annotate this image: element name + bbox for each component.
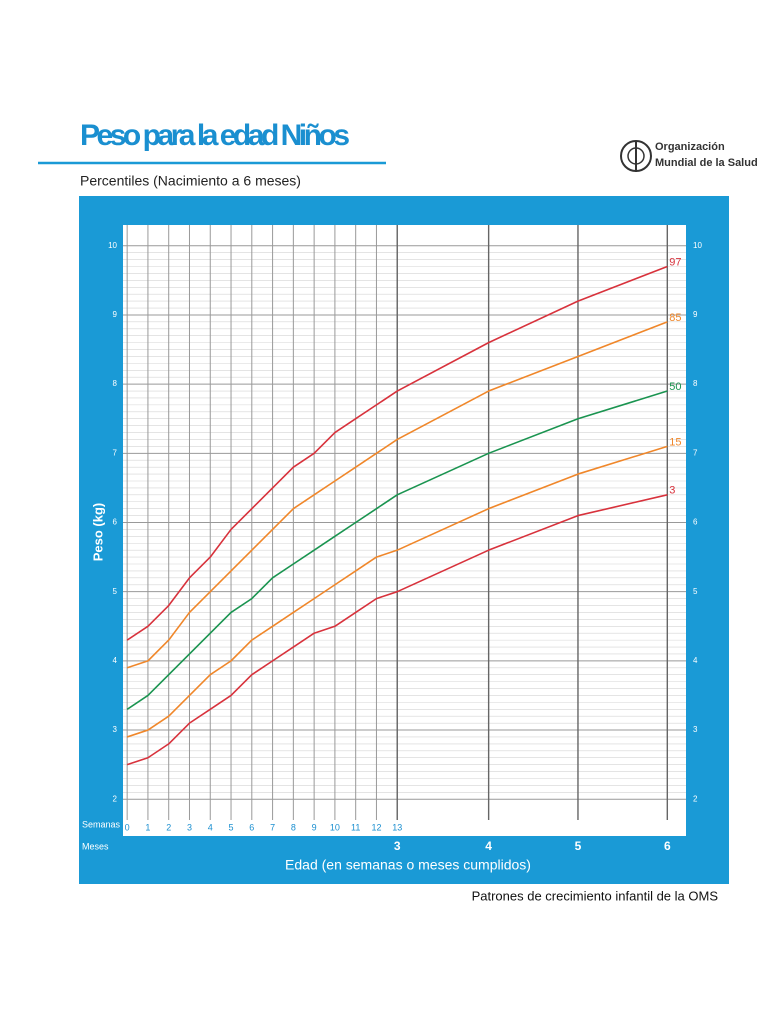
chart-title: Peso para la edad Niños [80, 119, 350, 152]
y-tick-label: 3 [113, 725, 118, 734]
y-tick-label: 5 [693, 587, 698, 596]
week-tick-label: 11 [351, 822, 360, 832]
y-tick-label: 6 [113, 518, 118, 527]
percentile-line [126, 390, 668, 710]
week-strip [123, 820, 686, 836]
week-tick-label: 10 [330, 822, 340, 832]
week-tick-label: 13 [392, 822, 402, 832]
y-tick-label: 2 [113, 794, 118, 803]
week-tick-label: 1 [145, 822, 150, 832]
week-tick-label: 3 [187, 822, 192, 832]
subtitle: Percentiles (Nacimiento a 6 meses) [80, 173, 301, 189]
percentile-label: 3 [669, 485, 675, 497]
y-tick-label: 7 [693, 448, 698, 457]
y-tick-label: 8 [113, 379, 118, 388]
y-tick-label: 5 [113, 587, 118, 596]
percentile-line [126, 494, 668, 766]
y-axis-title: Peso (kg) [90, 503, 105, 562]
percentile-label: 85 [669, 312, 681, 324]
week-tick-label: 12 [371, 822, 381, 832]
week-tick-label: 5 [229, 822, 234, 832]
week-tick-label: 6 [249, 822, 254, 832]
y-tick-label: 7 [113, 448, 118, 457]
y-tick-label: 10 [693, 241, 702, 250]
y-tick-label: 2 [693, 794, 698, 803]
footer: Patrones de crecimiento infantil de la O… [472, 888, 719, 903]
y-tick-label: 4 [113, 656, 118, 665]
month-tick-label: 4 [485, 839, 492, 853]
who-logo [620, 140, 652, 172]
percentile-label: 15 [669, 436, 681, 448]
y-tick-label: 8 [693, 379, 698, 388]
week-axis-label: Semanas [82, 819, 121, 829]
percentile-label: 50 [669, 381, 681, 393]
week-tick-label: 7 [270, 822, 275, 832]
month-axis-label: Meses [82, 841, 109, 851]
y-tick-label: 4 [693, 656, 698, 665]
week-tick-label: 8 [291, 822, 296, 832]
y-tick-label: 3 [693, 725, 698, 734]
y-tick-label: 10 [108, 241, 117, 250]
y-tick-label: 9 [113, 310, 118, 319]
month-tick-label: 3 [394, 839, 401, 853]
month-tick-label: 6 [664, 839, 671, 853]
week-tick-label: 2 [166, 822, 171, 832]
percentile-line [126, 321, 668, 669]
percentile-line [126, 265, 668, 641]
week-tick-label: 4 [208, 822, 213, 832]
week-tick-label: 9 [312, 822, 317, 832]
percentile-line [126, 445, 668, 738]
percentile-label: 97 [669, 256, 681, 268]
y-tick-label: 6 [693, 518, 698, 527]
org-name: Mundial de la Salud [655, 157, 758, 169]
org-name: Organización [655, 141, 725, 153]
week-tick-label: 0 [125, 822, 130, 832]
y-tick-label: 9 [693, 310, 698, 319]
x-axis-title: Edad (en semanas o meses cumplidos) [285, 857, 531, 873]
month-tick-label: 5 [575, 839, 582, 853]
